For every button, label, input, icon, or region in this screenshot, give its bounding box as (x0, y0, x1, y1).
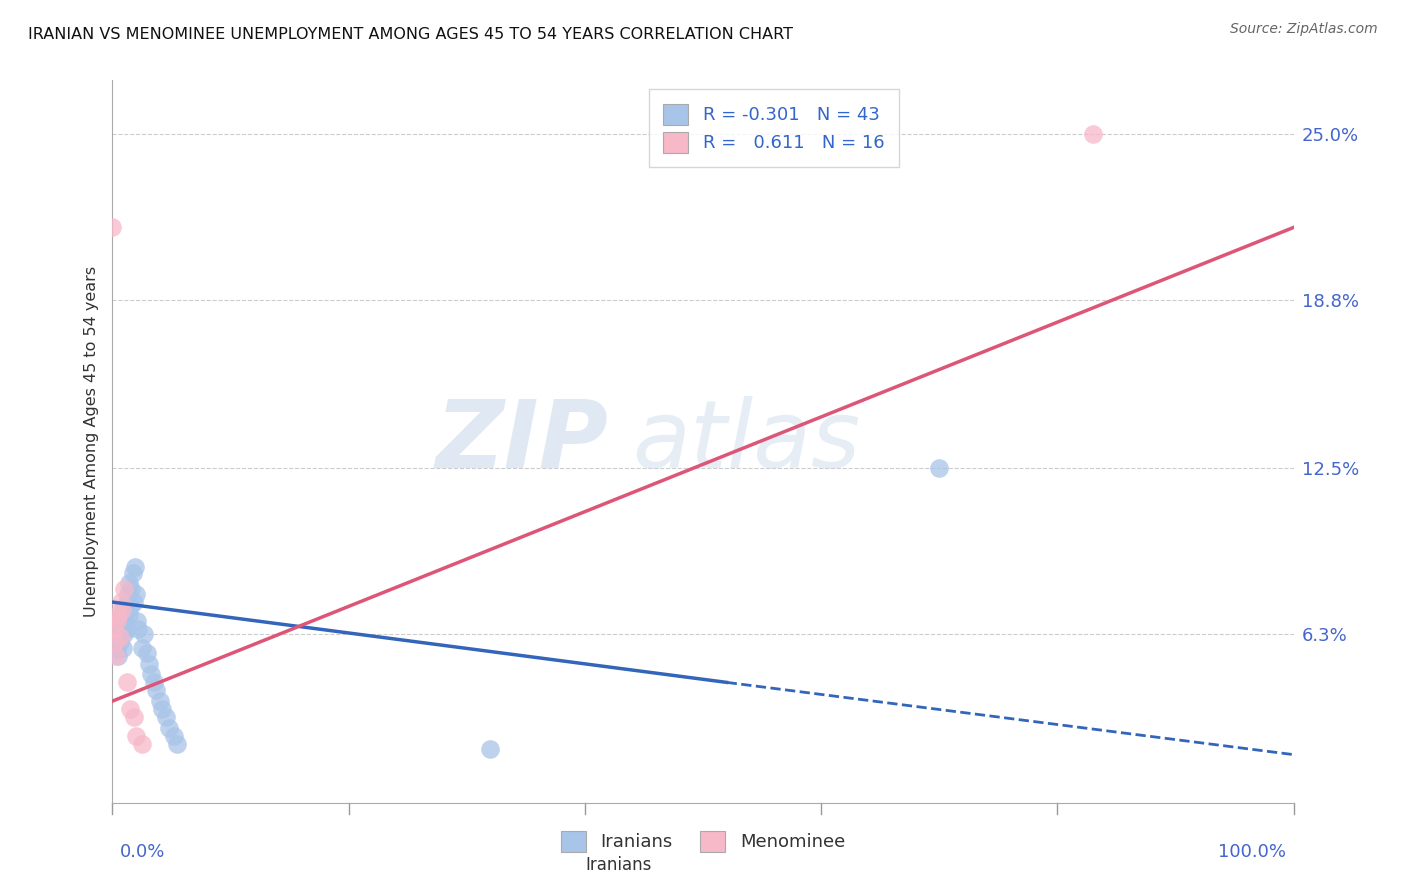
Point (110, 622, 132, 636)
Y-axis label: Unemployment Among Ages 45 to 54 years: Unemployment Among Ages 45 to 54 years (83, 266, 98, 617)
Text: 0.0%: 0.0% (120, 843, 165, 861)
Point (120, 582, 142, 596)
Point (115, 675, 138, 690)
Text: ZIP: ZIP (436, 395, 609, 488)
Point (105, 632, 128, 647)
Point (124, 560, 146, 574)
Point (103, 622, 125, 636)
Point (131, 737, 153, 751)
Point (125, 729, 148, 743)
Point (112, 627, 135, 641)
Point (928, 461, 950, 475)
Point (108, 614, 131, 628)
Point (1081, 127, 1104, 141)
Point (118, 576, 141, 591)
Point (121, 566, 143, 580)
Point (105, 648, 128, 663)
Point (118, 608, 141, 623)
Legend: Iranians, Menominee: Iranians, Menominee (547, 816, 859, 866)
Point (157, 721, 180, 735)
Point (145, 683, 167, 698)
Point (112, 603, 135, 617)
Point (107, 627, 129, 641)
Point (134, 627, 156, 641)
Point (141, 667, 163, 681)
Point (101, 220, 124, 235)
Point (120, 600, 142, 615)
Point (142, 675, 165, 690)
Point (104, 640, 127, 655)
Point (122, 710, 145, 724)
Text: atlas: atlas (633, 396, 860, 487)
Point (115, 622, 138, 636)
Point (127, 614, 149, 628)
Point (112, 622, 135, 636)
Point (120, 702, 142, 716)
Point (479, 742, 502, 756)
Point (150, 702, 173, 716)
Point (105, 643, 128, 657)
Point (108, 630, 131, 644)
Point (163, 729, 186, 743)
Point (111, 603, 134, 617)
Point (103, 630, 125, 644)
Point (111, 608, 134, 623)
Point (110, 595, 132, 609)
Point (108, 635, 131, 649)
Point (122, 595, 145, 609)
Point (114, 614, 136, 628)
Point (107, 648, 129, 663)
Point (166, 737, 188, 751)
Point (155, 710, 177, 724)
Point (112, 640, 135, 655)
Point (107, 608, 129, 623)
Text: IRANIAN VS MENOMINEE UNEMPLOYMENT AMONG AGES 45 TO 54 YEARS CORRELATION CHART: IRANIAN VS MENOMINEE UNEMPLOYMENT AMONG … (28, 27, 793, 42)
Point (149, 694, 172, 708)
Point (105, 614, 128, 628)
Point (117, 587, 139, 601)
Point (131, 640, 153, 655)
Point (125, 587, 148, 601)
Point (115, 595, 138, 609)
Point (138, 657, 160, 671)
Point (135, 646, 157, 660)
Point (112, 582, 135, 596)
Text: Iranians: Iranians (585, 856, 652, 874)
Point (127, 622, 149, 636)
Text: 100.0%: 100.0% (1219, 843, 1286, 861)
Point (104, 635, 127, 649)
Text: Source: ZipAtlas.com: Source: ZipAtlas.com (1230, 22, 1378, 37)
